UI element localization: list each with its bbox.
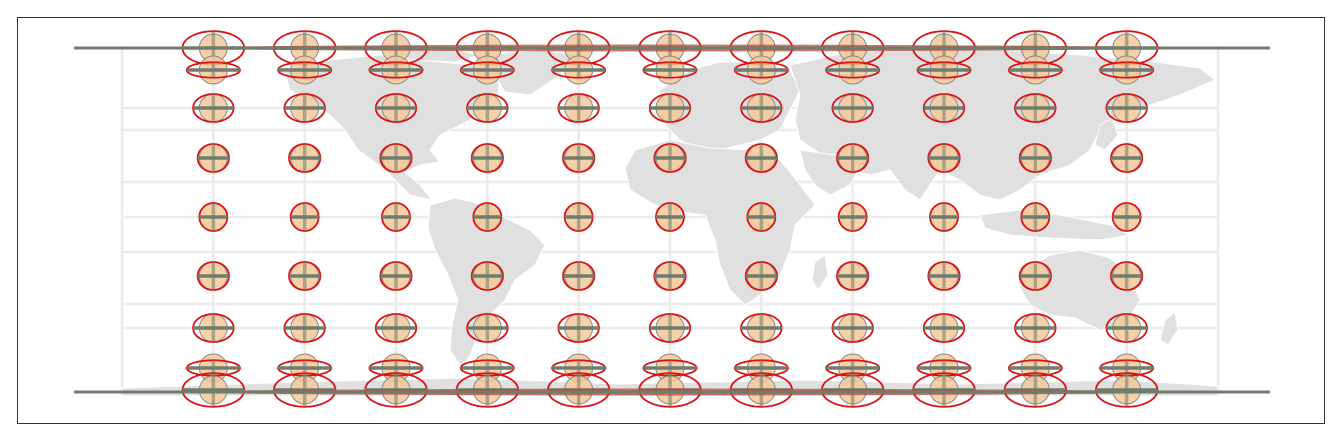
- tissot-indicatrix: [744, 143, 778, 173]
- tissot-indicatrix: [1020, 202, 1051, 232]
- africa: [624, 139, 816, 306]
- tissot-indicatrix: [746, 202, 777, 232]
- tissot-indicatrix: [368, 55, 424, 85]
- tissot-indicatrix: [562, 143, 596, 173]
- tissot-indicatrix: [381, 202, 411, 232]
- tissot-indicatrix: [470, 143, 504, 173]
- tissot-indicatrix: [374, 313, 418, 343]
- tissot-indicatrix: [836, 143, 870, 173]
- tissot-indicatrix: [927, 261, 961, 291]
- tissot-indicatrix: [288, 143, 322, 173]
- tissot-indicatrix: [459, 55, 515, 85]
- tissot-indicatrix: [289, 202, 320, 232]
- tissot-indicatrix: [196, 143, 230, 173]
- tissot-indicatrix: [1014, 313, 1057, 343]
- tissot-indicatrix: [459, 353, 515, 383]
- tissot-indicatrix: [1018, 143, 1052, 173]
- tissot-indicatrix: [562, 261, 596, 291]
- tissot-indicatrix: [922, 313, 966, 343]
- tissot-indicatrix: [374, 93, 418, 123]
- tissot-indicatrix: [192, 93, 235, 123]
- tissot-indicatrix: [831, 93, 874, 123]
- tissot-indicatrix: [557, 93, 600, 123]
- tissot-indicatrix: [1018, 261, 1052, 291]
- tissot-indicatrix: [648, 313, 692, 343]
- tissot-indicatrix: [466, 313, 509, 343]
- tissot-indicatrix: [185, 353, 241, 383]
- tissot-indicatrix: [1014, 93, 1057, 123]
- tissot-indicatrix: [648, 93, 692, 123]
- japan: [1094, 117, 1119, 151]
- new-zealand: [1159, 311, 1179, 346]
- tissot-indicatrix: [837, 202, 868, 232]
- tissot-indicatrix: [283, 93, 326, 123]
- tissot-indicatrix: [922, 93, 966, 123]
- tissot-indicatrix: [1099, 353, 1155, 383]
- tissot-indicatrix: [277, 55, 333, 85]
- tissot-indicatrix: [1105, 313, 1148, 343]
- tissot-indicatrix: [557, 313, 600, 343]
- tissot-indicatrix: [472, 202, 503, 232]
- indonesia: [979, 209, 1132, 241]
- tissot-indicatrix: [551, 55, 607, 85]
- tissot-indicatrix: [653, 261, 687, 291]
- tissot-indicatrix: [642, 55, 698, 85]
- tissot-indicatrix: [655, 202, 685, 232]
- tissot-indicatrix: [916, 55, 972, 85]
- tissot-indicatrix: [1007, 353, 1063, 383]
- tissot-indicatrix: [563, 202, 594, 232]
- tissot-indicatrix: [551, 353, 607, 383]
- madagascar: [811, 254, 829, 291]
- tissot-indicatrix: [379, 261, 413, 291]
- tissot-indicatrix: [181, 372, 246, 408]
- tissot-indicatrix: [288, 261, 322, 291]
- tissot-indicatrices: [74, 30, 1270, 408]
- tissot-indicatrix: [929, 202, 959, 232]
- tissot-indicatrix: [1111, 202, 1142, 232]
- tissot-indicatrix: [198, 202, 229, 232]
- tissot-indicatrix: [192, 313, 235, 343]
- tissot-indicatrix: [740, 313, 783, 343]
- tissot-indicatrix: [825, 55, 881, 85]
- tissot-indicatrix: [740, 93, 783, 123]
- tissot-indicatrix: [1110, 143, 1144, 173]
- tissot-indicatrix: [470, 261, 504, 291]
- tissot-indicatrix: [196, 261, 230, 291]
- tissot-indicatrix: [1094, 372, 1159, 408]
- tissot-indicatrix: [283, 313, 326, 343]
- tissot-indicatrix: [1105, 93, 1148, 123]
- tissot-indicatrix: [836, 261, 870, 291]
- tissot-indicatrix: [1007, 55, 1063, 85]
- tissot-indicatrix: [733, 55, 789, 85]
- tissot-indicatrix: [744, 261, 778, 291]
- tissot-indicatrix: [831, 313, 874, 343]
- tissot-indicatrix: [277, 353, 333, 383]
- tissot-indicatrix: [927, 143, 961, 173]
- tissot-indicatrix: [185, 55, 241, 85]
- tissot-indicatrix: [1099, 55, 1155, 85]
- tissot-indicatrix: [1110, 261, 1144, 291]
- tissot-indicatrix: [466, 93, 509, 123]
- tissot-indicatrix: [379, 143, 413, 173]
- tissot-indicatrix: [653, 143, 687, 173]
